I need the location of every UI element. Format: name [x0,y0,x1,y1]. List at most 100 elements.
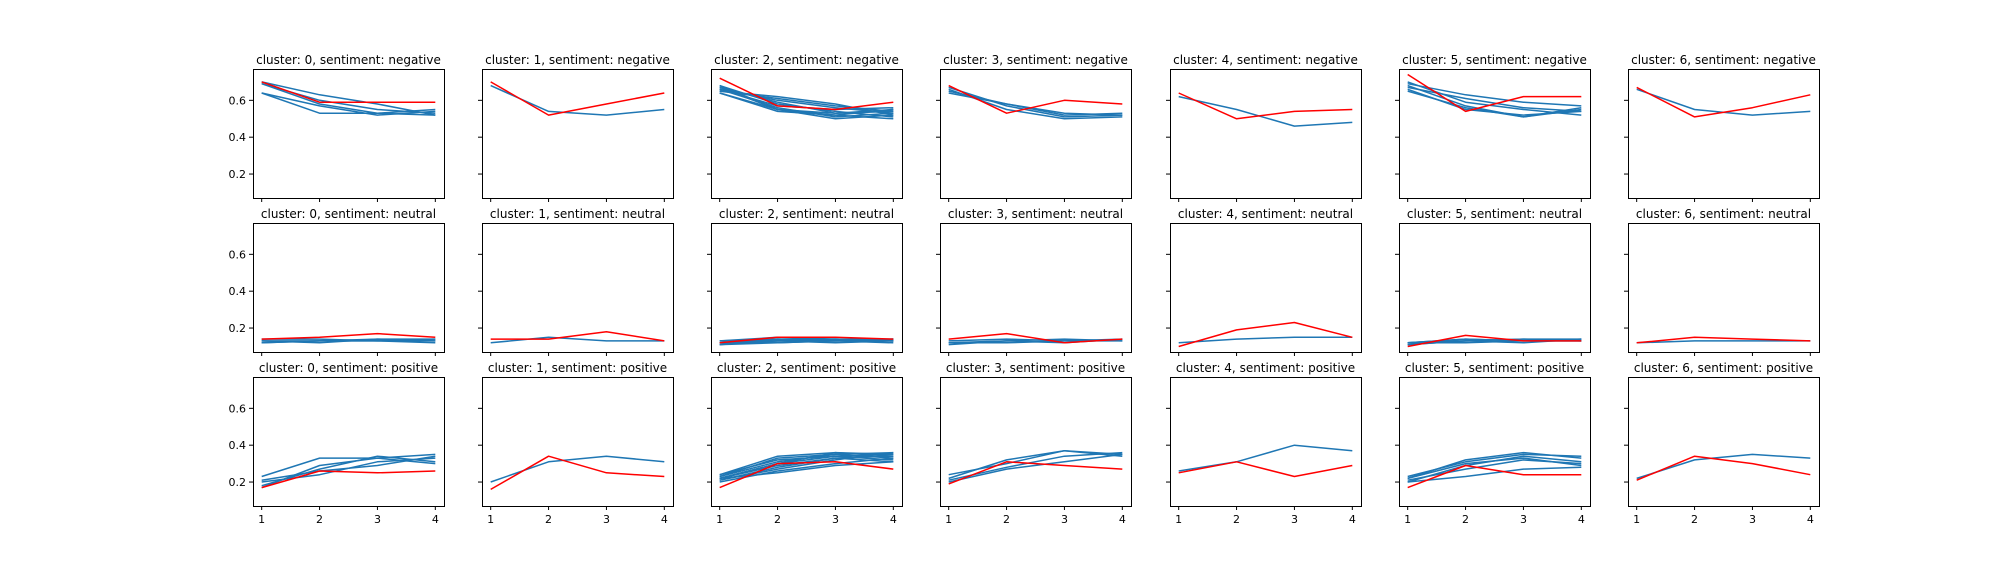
member-series-line [948,451,1123,481]
highlight-series-line [719,336,894,344]
member-series-line [1407,81,1582,116]
member-series-line [1407,90,1582,118]
x-tick-label: 3 [1749,513,1756,526]
highlight-series-line [490,81,665,116]
subplot-title: cluster: 5, sentiment: negative [1402,53,1587,67]
highlight-series-line [948,461,1123,485]
x-tick-label: 4 [1807,513,1814,526]
subplot-frame [482,69,674,199]
subplot-title: cluster: 6, sentiment: neutral [1636,207,1811,221]
subplot-title: cluster: 6, sentiment: negative [1631,53,1816,67]
y-tick-label: 0.4 [229,285,247,298]
member-series-line [261,92,436,114]
subplot-title: cluster: 0, sentiment: neutral [261,207,436,221]
member-series-line [948,453,1123,483]
member-series-line [1407,453,1582,478]
subplot-title: cluster: 1, sentiment: positive [488,361,667,375]
subplot-title: cluster: 3, sentiment: negative [943,53,1128,67]
x-tick-label: 3 [1520,513,1527,526]
highlight-series-line [490,455,665,491]
x-tick-label: 1 [716,513,723,526]
member-series-line [1636,88,1811,116]
subplot-r1-c0: cluster: 0, sentiment: neutral 0.2 0.4 0.6 [229,207,445,356]
subplot-title: cluster: 1, sentiment: neutral [490,207,665,221]
highlight-series-line [1407,334,1582,348]
subplot-title: cluster: 0, sentiment: negative [256,53,441,67]
subplot-frame [940,223,1132,353]
member-series-line [719,336,894,342]
highlight-series-line [948,84,1123,114]
subplot-lines [1178,444,1353,478]
subplot-lines [1407,334,1582,348]
subplot-lines [490,81,665,116]
x-tick-label: 1 [487,513,494,526]
subplot-lines [948,332,1123,346]
subplot-lines [719,336,894,346]
member-series-line [1407,82,1582,107]
subplot-r1-c3: cluster: 3, sentiment: neutral [936,207,1132,356]
member-series-line [261,457,436,489]
member-series-line [490,84,665,116]
highlight-series-line [261,81,436,103]
subplot-lines [1636,336,1811,344]
highlight-series-line [1407,464,1582,489]
subplot-lines [948,84,1123,120]
x-tick-label: 2 [545,513,552,526]
x-tick-label: 2 [316,513,323,526]
subplot-title: cluster: 1, sentiment: negative [485,53,670,67]
x-tick-label: 3 [374,513,381,526]
member-series-line [719,455,894,476]
member-series-line [261,338,436,342]
subplot-r1-c2: cluster: 2, sentiment: neutral [707,207,903,356]
x-tick-label: 1 [1633,513,1640,526]
subplot-frame [1399,377,1591,507]
x-tick-label: 2 [1003,513,1010,526]
highlight-series-line [1636,336,1811,344]
subplot-title: cluster: 3, sentiment: neutral [948,207,1123,221]
subplot-lines [490,330,665,344]
subplot-r2-c6: cluster: 6, sentiment: positive 1 2 3 4 [1624,361,1820,526]
highlight-series-line [1407,73,1582,113]
member-series-line [1178,95,1353,127]
x-tick-label: 1 [1404,513,1411,526]
x-tick-label: 4 [1349,513,1356,526]
member-series-line [948,90,1123,116]
subplot-r1-c6: cluster: 6, sentiment: neutral [1624,207,1820,356]
subplot-r2-c3: cluster: 3, sentiment: positive 1 2 3 4 [936,361,1132,526]
subplot-r0-c5: cluster: 5, sentiment: negative [1395,53,1591,202]
highlight-series-line [1636,86,1811,118]
subplot-title: cluster: 4, sentiment: negative [1173,53,1358,67]
y-tick-label: 0.4 [229,439,247,452]
subplot-frame [253,69,445,199]
highlight-series-line [719,461,894,489]
subplot-frame [1170,377,1362,507]
x-tick-label: 4 [1578,513,1585,526]
subplot-r2-c1: cluster: 1, sentiment: positive 1 2 3 4 [478,361,674,526]
subplot-frame [482,223,674,353]
subplot-frame [1628,69,1820,199]
subplot-title: cluster: 2, sentiment: neutral [719,207,894,221]
subplot-title: cluster: 5, sentiment: positive [1405,361,1584,375]
subplot-frame [253,377,445,507]
member-series-line [719,340,894,346]
member-series-line [719,457,894,483]
x-tick-label: 4 [432,513,439,526]
highlight-series-line [261,470,436,489]
subplot-lines [1178,92,1353,127]
member-series-line [261,340,436,344]
member-series-line [719,92,894,120]
subplot-frame [711,223,903,353]
subplot-lines [1407,451,1582,489]
subplot-lines [1407,73,1582,118]
x-tick-label: 4 [661,513,668,526]
member-series-line [719,88,894,111]
subplot-r0-c0: cluster: 0, sentiment: negative 0.2 0.4 0.6 [229,53,445,202]
subplot-lines [490,455,665,491]
subplot-lines [1178,321,1353,348]
member-series-line [1636,340,1811,344]
subplot-lines [1636,453,1811,481]
subplot-r0-c6: cluster: 6, sentiment: negative [1624,53,1820,202]
subplot-r0-c2: cluster: 2, sentiment: negative [707,53,903,202]
member-series-line [1178,336,1353,344]
x-tick-label: 1 [945,513,952,526]
